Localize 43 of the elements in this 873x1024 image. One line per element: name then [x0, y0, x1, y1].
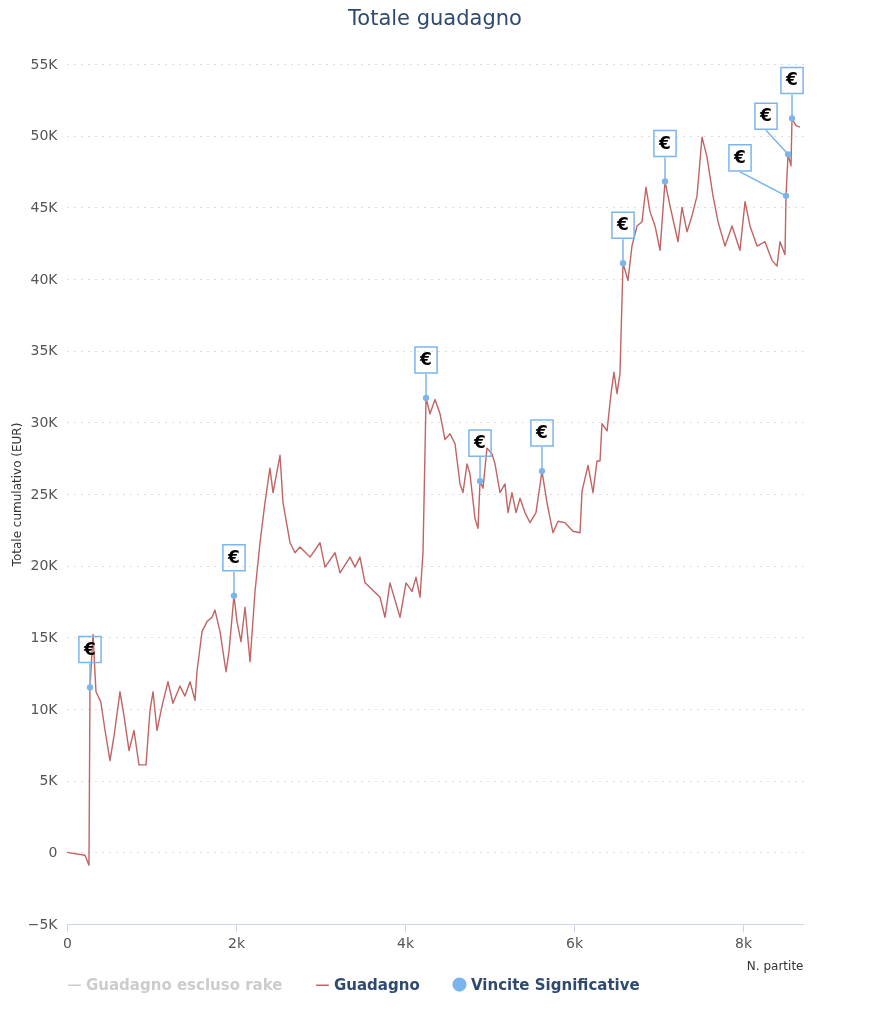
- x-axis-title: N. partite: [746, 958, 804, 973]
- legend-label: Guadagno: [334, 976, 420, 995]
- annotation: €: [616, 214, 629, 235]
- x-tick-label: 8k: [735, 934, 753, 951]
- chart-title: Totale guadagno: [347, 6, 522, 30]
- legend-label: Vincite Significative: [471, 975, 640, 994]
- annotation: €: [535, 422, 548, 443]
- point: [230, 592, 238, 599]
- annotation: €: [733, 146, 746, 167]
- point: [538, 467, 546, 475]
- y-tick-label: 0: [48, 843, 58, 860]
- y-tick-label: 30K: [30, 413, 59, 430]
- x-tick-label: 4k: [396, 934, 415, 951]
- annotation: €: [785, 69, 798, 90]
- y-tick-label: 10K: [30, 700, 59, 717]
- x-tick-label: 0: [63, 934, 72, 951]
- y-axis-title: Totale cumulativo (EUR): [9, 422, 24, 568]
- x-tick-label: 2k: [227, 934, 246, 951]
- point: [782, 192, 790, 200]
- x-tick-label: 6k: [566, 934, 584, 951]
- y-tick-label: 50K: [30, 127, 59, 144]
- y-tick-label: 35K: [30, 342, 59, 359]
- y-tick-label: 20K: [30, 557, 59, 574]
- point: [476, 477, 484, 485]
- point: [788, 115, 796, 122]
- annotation: €: [759, 105, 772, 126]
- y-tick-label: 40K: [30, 270, 59, 287]
- point: [619, 260, 627, 267]
- y-tick-label: −5K: [27, 915, 59, 932]
- point: [784, 151, 792, 158]
- annotation: €: [419, 348, 432, 369]
- point: [86, 684, 94, 691]
- annotation: €: [227, 546, 240, 567]
- y-tick-label: 45K: [30, 198, 59, 215]
- annotation: €: [83, 638, 96, 659]
- annotation: €: [658, 132, 671, 153]
- annotation: €: [473, 432, 486, 453]
- y-tick-label: 5K: [39, 772, 59, 789]
- y-tick-label: 25K: [30, 485, 59, 502]
- y-tick-label: 15K: [30, 628, 59, 645]
- y-tick-label: 55K: [30, 55, 59, 72]
- point: [661, 178, 669, 185]
- point: [422, 394, 430, 402]
